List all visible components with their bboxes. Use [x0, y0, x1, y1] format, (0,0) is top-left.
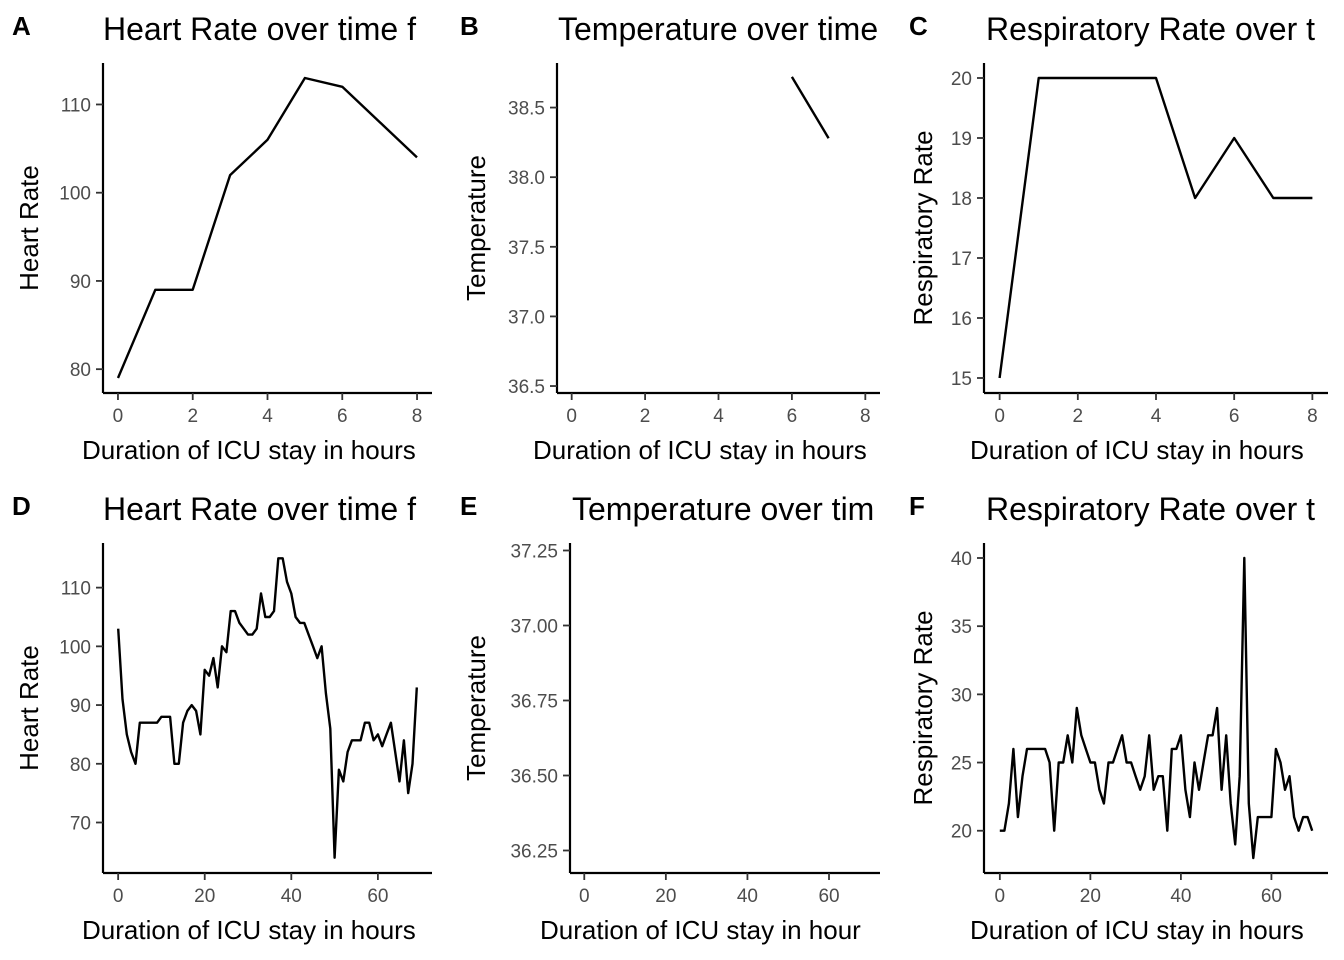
x-tick-label: 0	[113, 406, 124, 427]
panel-letter: A	[12, 11, 31, 41]
chart-panel-a: Heart Rate over time f Duration of ICU st…	[12, 11, 432, 465]
y-tick-label: 19	[951, 129, 972, 150]
x-tick-label: 40	[1170, 886, 1191, 907]
chart-panel-d: Heart Rate over time f Duration of ICU st…	[12, 491, 432, 945]
y-tick-label: 37.00	[510, 617, 558, 638]
x-tick-label: 2	[1073, 406, 1084, 427]
x-tick-label: 8	[412, 406, 423, 427]
chart-panel-e: Temperature over tim Duration of ICU stay…	[460, 491, 880, 945]
y-tick-label: 40	[951, 549, 972, 570]
y-tick-label: 80	[70, 755, 91, 776]
panel-letter: D	[12, 491, 31, 521]
y-tick-label: 37.5	[508, 238, 545, 259]
y-axis-label: Respiratory Rate	[908, 130, 938, 325]
series-line	[116, 76, 418, 379]
y-axis-label: Heart Rate	[14, 645, 44, 771]
x-tick-label: 8	[860, 406, 871, 427]
series-line	[117, 557, 418, 859]
x-tick-label: 0	[995, 886, 1006, 907]
x-tick-label: 0	[994, 406, 1005, 427]
y-tick-label: 36.75	[510, 692, 558, 713]
panel-letter: F	[909, 491, 925, 521]
x-tick-label: 4	[1151, 406, 1162, 427]
y-axis-label: Temperature	[461, 155, 491, 301]
x-axis-label: Duration of ICU stay in hours	[970, 915, 1304, 945]
chart-title: Temperature over time	[558, 11, 878, 47]
y-tick-label: 37.25	[510, 542, 558, 563]
x-tick-label: 2	[187, 406, 198, 427]
chart-panel-c: Respiratory Rate over t Duration of ICU s…	[908, 11, 1328, 465]
y-axis-label: Heart Rate	[14, 165, 44, 291]
series-line	[790, 76, 830, 139]
y-tick-label: 38.0	[508, 168, 545, 189]
chart-panel-b: Temperature over time Duration of ICU sta…	[460, 11, 880, 465]
y-tick-label: 110	[61, 579, 91, 600]
y-tick-label: 30	[951, 685, 972, 706]
x-tick-label: 40	[737, 886, 758, 907]
x-tick-label: 60	[818, 886, 839, 907]
y-tick-label: 70	[70, 814, 91, 835]
x-axis-label: Duration of ICU stay in hours	[533, 435, 867, 465]
x-tick-label: 4	[713, 406, 724, 427]
series-line	[999, 556, 1314, 860]
x-tick-label: 4	[262, 406, 273, 427]
x-axis-label: Duration of ICU stay in hour	[540, 915, 861, 945]
y-tick-label: 20	[951, 822, 972, 843]
y-tick-label: 36.5	[508, 377, 545, 398]
x-tick-label: 0	[579, 886, 590, 907]
y-tick-label: 15	[951, 369, 972, 390]
y-tick-label: 35	[951, 617, 972, 638]
series-line	[998, 76, 1313, 379]
y-tick-label: 36.50	[510, 767, 558, 788]
x-tick-label: 6	[787, 406, 798, 427]
chart-title: Temperature over tim	[572, 491, 874, 527]
chart-title: Respiratory Rate over t	[986, 491, 1315, 527]
x-axis-label: Duration of ICU stay in hours	[970, 435, 1304, 465]
chart-title: Heart Rate over time f	[103, 491, 416, 527]
x-tick-label: 20	[655, 886, 676, 907]
x-tick-label: 6	[1229, 406, 1240, 427]
panel-letter: C	[909, 11, 928, 41]
chart-panel-f: Respiratory Rate over t Duration of ICU s…	[908, 491, 1328, 945]
y-tick-label: 90	[70, 272, 91, 293]
x-tick-label: 0	[113, 886, 124, 907]
y-tick-label: 18	[951, 189, 972, 210]
x-tick-label: 6	[337, 406, 348, 427]
y-tick-label: 16	[951, 309, 972, 330]
y-tick-label: 90	[70, 696, 91, 717]
y-tick-label: 37.0	[508, 307, 545, 328]
y-axis-label: Temperature	[461, 635, 491, 781]
y-tick-label: 38.5	[508, 99, 545, 120]
panel-letter: E	[460, 491, 477, 521]
y-tick-label: 20	[951, 69, 972, 90]
x-tick-label: 40	[281, 886, 302, 907]
y-tick-label: 110	[61, 95, 91, 116]
y-tick-label: 17	[951, 249, 972, 270]
x-tick-label: 20	[1080, 886, 1101, 907]
chart-title: Respiratory Rate over t	[986, 11, 1315, 47]
x-tick-label: 60	[1261, 886, 1282, 907]
x-tick-label: 20	[194, 886, 215, 907]
x-axis-label: Duration of ICU stay in hours	[82, 435, 416, 465]
panel-letter: B	[460, 11, 479, 41]
x-tick-label: 8	[1307, 406, 1318, 427]
y-tick-label: 25	[951, 754, 972, 775]
x-tick-label: 0	[566, 406, 577, 427]
y-tick-label: 80	[70, 360, 91, 381]
y-tick-label: 36.25	[510, 842, 558, 863]
chart-title: Heart Rate over time f	[103, 11, 416, 47]
y-tick-label: 100	[59, 184, 91, 205]
x-tick-label: 60	[367, 886, 388, 907]
x-axis-label: Duration of ICU stay in hours	[82, 915, 416, 945]
y-axis-label: Respiratory Rate	[908, 610, 938, 805]
x-tick-label: 2	[640, 406, 651, 427]
y-tick-label: 100	[59, 637, 91, 658]
